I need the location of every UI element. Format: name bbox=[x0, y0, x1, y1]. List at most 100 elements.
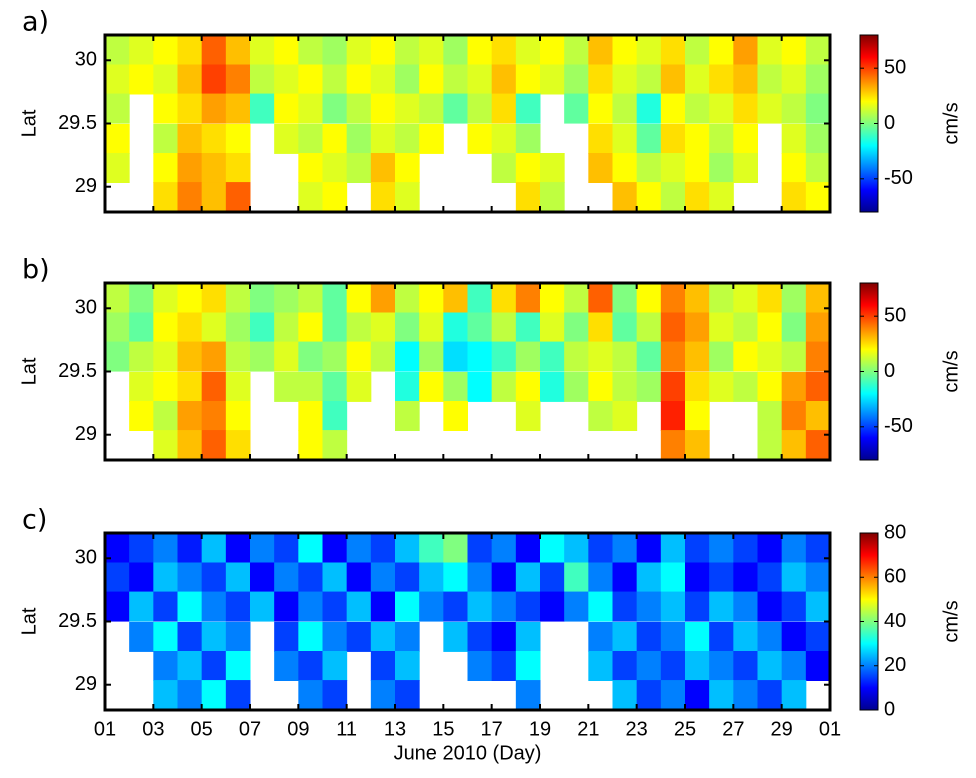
heat-cell bbox=[685, 533, 710, 564]
heat-cell bbox=[177, 182, 203, 213]
heat-cell bbox=[733, 64, 758, 95]
heat-cell bbox=[225, 533, 251, 564]
heat-cell bbox=[395, 533, 420, 564]
heat-cell bbox=[153, 93, 178, 124]
heat-cell bbox=[588, 64, 613, 95]
heat-cell bbox=[660, 621, 686, 652]
colorbar-tick-label: -50 bbox=[884, 415, 913, 437]
heat-cell bbox=[298, 591, 323, 622]
heat-cell bbox=[540, 341, 565, 372]
heat-cell bbox=[709, 651, 734, 681]
heat-cell bbox=[612, 35, 638, 66]
heat-cell bbox=[781, 35, 807, 66]
heat-cell bbox=[733, 680, 758, 711]
heat-cell bbox=[805, 312, 831, 343]
x-axis-label: June 2010 (Day) bbox=[394, 742, 542, 764]
heat-cell bbox=[709, 591, 734, 622]
plot-frame bbox=[103, 531, 832, 712]
plot-frame bbox=[103, 33, 832, 214]
heat-cell bbox=[757, 35, 783, 66]
heat-cell bbox=[588, 591, 613, 622]
heat-cell bbox=[685, 182, 710, 213]
heat-cell bbox=[177, 153, 203, 183]
heat-cell bbox=[805, 621, 831, 652]
heat-cell bbox=[298, 312, 323, 343]
heat-cell bbox=[105, 123, 130, 154]
heat-cell bbox=[105, 312, 130, 343]
heat-cell bbox=[757, 64, 783, 95]
heat-cell bbox=[733, 621, 758, 652]
heat-cell bbox=[346, 371, 372, 402]
heat-cell bbox=[685, 621, 710, 652]
heat-cell bbox=[540, 371, 565, 402]
heat-cell bbox=[225, 651, 251, 681]
heat-cell bbox=[685, 64, 710, 95]
heat-cell bbox=[757, 312, 783, 343]
heat-cell bbox=[588, 371, 613, 402]
heat-cell bbox=[298, 153, 323, 183]
heat-cell bbox=[177, 35, 203, 66]
heat-cell bbox=[322, 621, 348, 652]
x-tick-label: 15 bbox=[432, 718, 454, 740]
heat-cell bbox=[153, 621, 178, 652]
heat-cell bbox=[660, 562, 686, 593]
heat-cell bbox=[370, 341, 396, 372]
heat-cell bbox=[201, 651, 227, 681]
heat-cell bbox=[660, 283, 686, 314]
heat-cell bbox=[201, 312, 227, 343]
heat-cell bbox=[733, 341, 758, 372]
heat-cell bbox=[491, 621, 517, 652]
heat-cell bbox=[225, 562, 251, 593]
heat-cell bbox=[274, 123, 299, 154]
heat-cell bbox=[757, 533, 783, 564]
heat-cell bbox=[370, 35, 396, 66]
heat-cell bbox=[660, 680, 686, 711]
heat-cell bbox=[515, 401, 541, 431]
heat-cell bbox=[805, 93, 831, 124]
heat-cell bbox=[612, 591, 638, 622]
heat-cell bbox=[153, 312, 178, 343]
heat-cell bbox=[419, 35, 444, 66]
heat-cell bbox=[588, 283, 613, 314]
colorbar-label: cm/s bbox=[940, 600, 962, 642]
heat-cell bbox=[322, 182, 348, 213]
heat-cell bbox=[370, 182, 396, 213]
heat-cell bbox=[588, 341, 613, 372]
heat-cell bbox=[540, 35, 565, 66]
heat-cell bbox=[105, 591, 130, 622]
heat-cell bbox=[540, 591, 565, 622]
x-tick-label: 29 bbox=[771, 718, 793, 740]
heat-cell bbox=[515, 651, 541, 681]
heat-cell bbox=[153, 651, 178, 681]
heat-cell bbox=[153, 401, 178, 431]
x-tick-label: 11 bbox=[336, 718, 357, 740]
heat-cell bbox=[757, 371, 783, 402]
heat-cell bbox=[612, 123, 638, 154]
heat-cell bbox=[322, 562, 348, 593]
heat-cell bbox=[153, 562, 178, 593]
heat-cell bbox=[298, 283, 323, 314]
heat-cell bbox=[491, 651, 517, 681]
heat-cell bbox=[370, 93, 396, 124]
heat-cell bbox=[781, 680, 807, 711]
heat-cell bbox=[177, 621, 203, 652]
heat-cell bbox=[636, 35, 662, 66]
heat-cell bbox=[129, 533, 154, 564]
heat-cell bbox=[515, 341, 541, 372]
heat-cell bbox=[298, 35, 323, 66]
heat-cell bbox=[322, 430, 348, 461]
heat-cell bbox=[201, 621, 227, 652]
heat-cell bbox=[733, 153, 758, 183]
heat-cell bbox=[153, 341, 178, 372]
heat-cell bbox=[733, 651, 758, 681]
heat-cell bbox=[709, 64, 734, 95]
heat-cell bbox=[250, 312, 275, 343]
heat-cell bbox=[443, 283, 468, 314]
heat-cell bbox=[225, 371, 251, 402]
heat-cell bbox=[757, 283, 783, 314]
y-tick-label: 29 bbox=[75, 175, 97, 197]
colorbar-tick-label: -50 bbox=[884, 167, 913, 189]
heat-cell bbox=[781, 153, 807, 183]
heat-cell bbox=[274, 621, 299, 652]
heat-cell bbox=[274, 93, 299, 124]
